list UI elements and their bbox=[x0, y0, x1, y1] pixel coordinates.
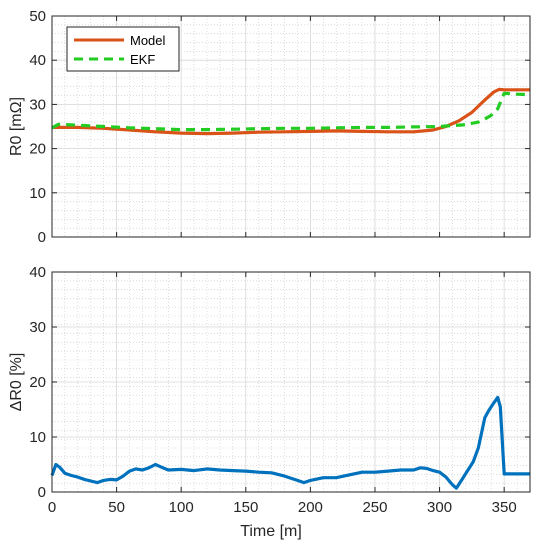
y-axis-label-delta-r0: ΔR0 [%] bbox=[8, 353, 25, 412]
axes-box-r0 bbox=[51, 15, 531, 238]
x-axis-label: Time [m] bbox=[240, 523, 302, 540]
legend: Model EKF bbox=[66, 26, 180, 72]
y-tick-label: 0 bbox=[38, 229, 46, 246]
bottom-axes-delta-r0: 0 50 100 150 200 250 300 350 0 10 20 30 40 ΔR0 [%] Tim… bbox=[8, 264, 531, 540]
y-tick-label: 10 bbox=[29, 429, 46, 446]
grid-delta-r0 bbox=[51, 271, 531, 493]
x-tick-label: 100 bbox=[169, 499, 194, 516]
x-tick-label: 300 bbox=[427, 499, 452, 516]
y-tick-label: 40 bbox=[29, 264, 46, 281]
y-axis-label-r0: R0 [mΩ] bbox=[8, 97, 25, 156]
y-tick-label: 40 bbox=[29, 52, 46, 69]
legend-label-model: Model bbox=[130, 33, 166, 48]
series-line-ekf bbox=[51, 91, 531, 132]
series-line-delta-r0 bbox=[50, 395, 530, 490]
x-tick-label: 50 bbox=[108, 499, 125, 516]
x-tick-label: 150 bbox=[233, 499, 258, 516]
y-tick-label: 20 bbox=[29, 141, 46, 158]
y-tick-label: 30 bbox=[29, 319, 46, 336]
x-tick-label: 0 bbox=[48, 499, 56, 516]
legend-label-ekf: EKF bbox=[130, 52, 155, 67]
y-tick-label: 50 bbox=[29, 8, 46, 25]
y-tick-label: 10 bbox=[29, 185, 46, 202]
y-tick-label: 30 bbox=[29, 96, 46, 113]
y-tick-label: 0 bbox=[38, 484, 46, 501]
y-tick-label: 20 bbox=[29, 374, 46, 391]
series-line-model bbox=[52, 87, 530, 136]
x-tick-label: 250 bbox=[362, 499, 387, 516]
x-tick-label: 200 bbox=[298, 499, 323, 516]
legend-box bbox=[66, 26, 180, 72]
x-tick-label: 350 bbox=[492, 499, 517, 516]
